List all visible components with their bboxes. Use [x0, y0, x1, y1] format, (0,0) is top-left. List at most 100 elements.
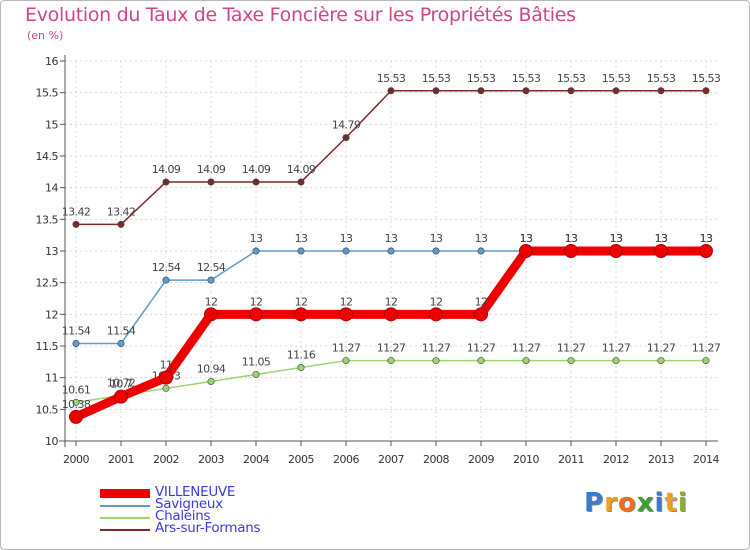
data-point-ars-sur-formans: [432, 87, 440, 95]
data-point-ars-sur-formans: [162, 178, 170, 186]
data-point-ars-sur-formans: [387, 87, 395, 95]
data-label-villeneuve: 10.38: [62, 398, 91, 411]
data-label-savigneux: 13: [475, 232, 488, 245]
x-tick-label: 2010: [513, 453, 539, 466]
y-tick-label: 14: [45, 182, 58, 195]
data-point-ars-sur-formans: [297, 178, 305, 186]
data-label-ars-sur-formans: 15.53: [602, 72, 631, 85]
data-point-ars-sur-formans: [522, 87, 530, 95]
data-point-chaleins: [342, 357, 350, 365]
y-tick-label: 10.5: [36, 403, 59, 416]
data-label-villeneuve: 11: [160, 359, 173, 372]
data-label-villeneuve: 12: [205, 295, 218, 308]
data-label-ars-sur-formans: 13.42: [107, 205, 136, 218]
y-tick-label: 10: [45, 435, 58, 448]
data-label-chaleins: 11.27: [602, 342, 631, 355]
data-point-savigneux: [297, 247, 305, 255]
data-label-chaleins: 11.05: [242, 356, 271, 369]
data-point-ars-sur-formans: [657, 87, 665, 95]
data-label-savigneux: 13: [520, 232, 533, 245]
data-point-savigneux: [162, 276, 170, 284]
x-tick-label: 2007: [378, 453, 404, 466]
data-point-ars-sur-formans: [567, 87, 575, 95]
legend-swatch: [100, 529, 150, 531]
x-tick-label: 2006: [333, 453, 359, 466]
data-label-ars-sur-formans: 15.53: [422, 72, 451, 85]
data-label-ars-sur-formans: 15.53: [467, 72, 496, 85]
data-point-chaleins: [432, 357, 440, 365]
data-point-villeneuve: [159, 370, 173, 385]
data-point-savigneux: [432, 247, 440, 255]
data-label-ars-sur-formans: 15.53: [377, 72, 406, 85]
data-point-villeneuve: [294, 307, 308, 322]
data-point-chaleins: [387, 357, 395, 365]
data-label-villeneuve: 13: [610, 232, 623, 245]
data-point-chaleins: [297, 364, 305, 372]
data-label-villeneuve: 12: [295, 295, 308, 308]
data-label-savigneux: 11.54: [62, 324, 91, 337]
data-point-ars-sur-formans: [72, 220, 80, 228]
data-point-villeneuve: [654, 244, 668, 258]
data-label-savigneux: 12.54: [197, 261, 226, 274]
data-point-chaleins: [522, 357, 530, 365]
logo-letter: t: [664, 488, 678, 518]
data-label-chaleins: 11.27: [332, 342, 361, 355]
legend-label: VILLENEUVE: [155, 484, 236, 500]
unit-label: (en %): [27, 29, 64, 42]
data-label-villeneuve: 12: [250, 295, 263, 308]
data-point-villeneuve: [519, 244, 533, 258]
data-point-chaleins: [477, 357, 485, 365]
y-tick-label: 12: [45, 308, 58, 321]
data-label-chaleins: 11.27: [512, 342, 541, 355]
legend-label: Chaleins: [155, 508, 211, 524]
y-tick-label: 13: [45, 245, 58, 258]
data-label-chaleins: 11.27: [647, 342, 676, 355]
x-tick-label: 2014: [693, 453, 719, 466]
y-tick-label: 11: [45, 372, 58, 385]
data-point-ars-sur-formans: [702, 87, 710, 95]
data-label-savigneux: 13: [430, 232, 443, 245]
logo-letter: r: [604, 488, 618, 518]
data-label-villeneuve: 12: [385, 295, 398, 308]
data-label-ars-sur-formans: 15.53: [692, 72, 721, 85]
data-point-ars-sur-formans: [477, 87, 485, 95]
y-tick-label: 16: [45, 55, 58, 68]
x-tick-label: 2005: [288, 453, 314, 466]
logo-letter: P: [584, 488, 605, 518]
data-label-chaleins: 10.72: [107, 376, 136, 389]
data-label-ars-sur-formans: 15.53: [557, 72, 586, 85]
data-point-villeneuve: [429, 307, 443, 322]
data-point-villeneuve: [474, 307, 488, 322]
data-label-chaleins: 11.27: [422, 342, 451, 355]
data-point-chaleins: [72, 398, 80, 406]
legend-label: Ars-sur-Formans: [155, 520, 261, 536]
data-point-villeneuve: [249, 307, 263, 322]
data-point-savigneux: [387, 247, 395, 255]
data-label-chaleins: 11.16: [287, 349, 316, 362]
legend-swatch: [100, 489, 150, 498]
data-label-savigneux: 13: [565, 232, 578, 245]
data-point-villeneuve: [204, 307, 218, 322]
data-label-ars-sur-formans: 14.09: [197, 163, 226, 176]
data-label-savigneux: 13: [610, 232, 623, 245]
data-label-villeneuve: 13: [700, 232, 713, 245]
data-label-savigneux: 12.54: [152, 261, 181, 274]
data-label-chaleins: 10.94: [197, 362, 226, 375]
data-point-savigneux: [207, 276, 215, 284]
data-label-chaleins: 11.27: [467, 342, 496, 355]
data-point-villeneuve: [114, 389, 128, 404]
data-point-savigneux: [477, 247, 485, 255]
data-point-savigneux: [342, 247, 350, 255]
data-label-ars-sur-formans: 14.09: [152, 163, 181, 176]
logo-letter: i: [654, 488, 665, 518]
data-label-villeneuve: 12: [475, 295, 488, 308]
data-point-chaleins: [252, 370, 260, 378]
data-label-savigneux: 13: [295, 232, 308, 245]
data-point-chaleins: [612, 357, 620, 365]
data-point-villeneuve: [69, 409, 83, 424]
logo-letter: x: [636, 488, 655, 518]
x-tick-label: 2009: [468, 453, 494, 466]
data-point-villeneuve: [384, 307, 398, 322]
x-tick-label: 2002: [153, 453, 179, 466]
